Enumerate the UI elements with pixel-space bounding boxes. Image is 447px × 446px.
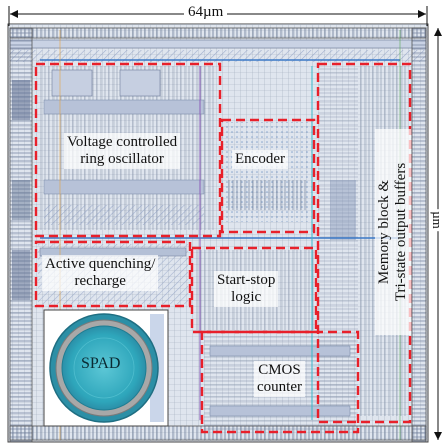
counter-outline: [200, 330, 360, 434]
startstop-label: Start-stop logic: [214, 271, 279, 307]
top-rail: [9, 27, 427, 39]
vco-label-line2: ring oscillator: [80, 151, 164, 167]
encoder-label-text: Encoder: [235, 151, 285, 167]
vco-outline: [34, 62, 222, 238]
left-rail: [9, 27, 33, 443]
counter-label-line2: counter: [257, 379, 302, 395]
spad-label: SPAD: [78, 354, 123, 373]
startstop-label-line1: Start-stop: [217, 272, 276, 288]
quench-label-line1: Active quenching/: [45, 256, 156, 272]
right-rail: [411, 27, 427, 443]
quench-label-line2: recharge: [74, 273, 126, 289]
counter-label: CMOS counter: [254, 361, 305, 397]
width-label: 64µm: [184, 4, 228, 20]
startstop-label-line2: logic: [231, 289, 262, 305]
startstop-outline: [190, 246, 318, 334]
vco-label-line1: Voltage controlled: [67, 134, 178, 150]
vco-label: Voltage controlled ring oscillator: [64, 133, 181, 169]
encoder-outline: [220, 118, 316, 234]
height-label: µm: [428, 209, 445, 231]
quench-outline: [34, 240, 192, 308]
quench-label: Active quenching/ recharge: [42, 255, 159, 291]
counter-label-line1: CMOS: [258, 362, 301, 378]
memory-label-line2: Tri-state output buffers: [393, 162, 409, 302]
memory-label: Memory block & Tri-state output buffers: [375, 129, 411, 335]
spad-label-text: SPAD: [81, 355, 121, 372]
height-dimension: [434, 28, 442, 440]
memory-label-line1: Memory block &: [376, 179, 392, 285]
encoder-label: Encoder: [232, 150, 288, 169]
